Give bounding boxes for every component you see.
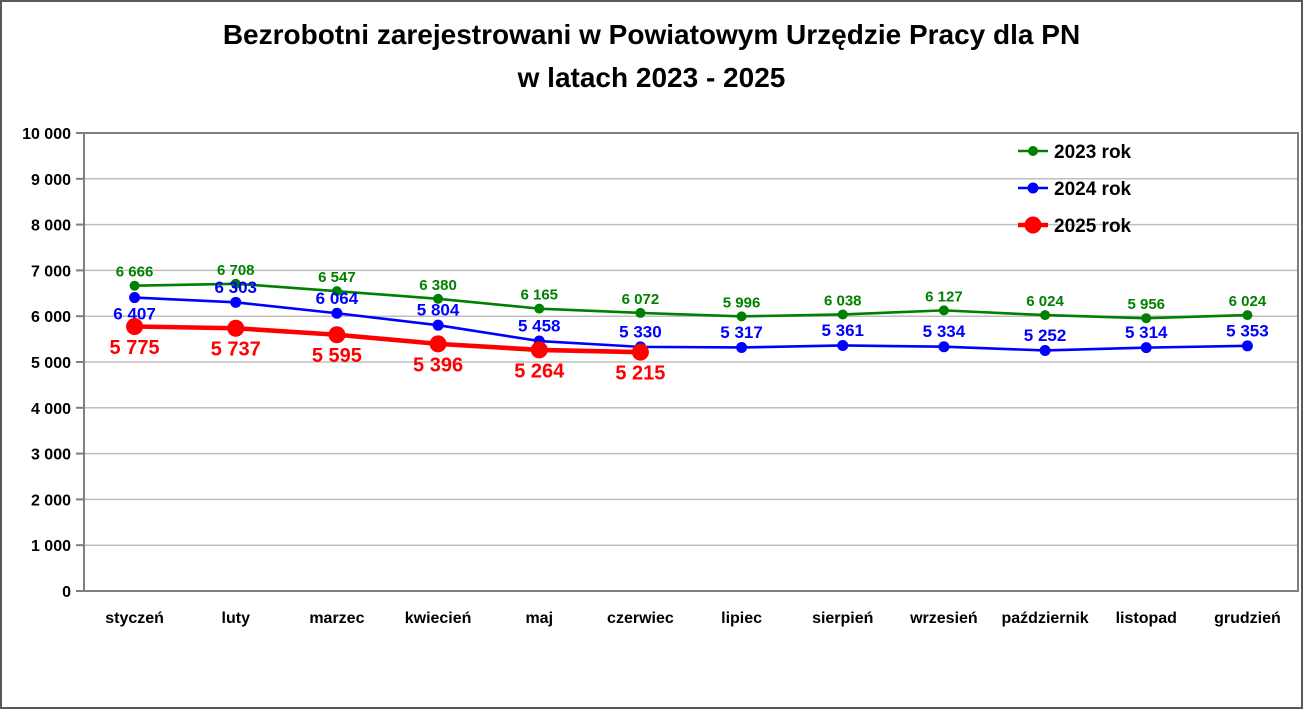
data-point-label-2023-rok: 6 165 [520,287,558,304]
x-axis-label: sierpień [812,610,873,627]
data-point-marker-2023-rok [938,305,949,316]
x-axis-label: marzec [309,610,364,627]
chart-title-line2: w latach 2023 - 2025 [517,62,786,93]
y-axis-tick-label: 4 000 [31,401,71,418]
data-point-marker-2023-rok [837,309,848,320]
y-axis-tick-label: 5 000 [31,355,71,372]
data-point-label-2023-rok: 6 072 [622,291,660,308]
data-point-label-2025-rok: 5 396 [413,354,463,376]
data-point-marker-2023-rok [1242,310,1253,321]
data-point-label-2023-rok: 6 024 [1026,293,1064,310]
x-axis-label: maj [525,610,553,627]
data-point-marker-2023-rok [331,286,342,297]
data-point-marker-2023-rok [433,293,444,304]
data-point-label-2025-rok: 5 775 [110,337,160,359]
data-point-label-2025-rok: 5 737 [211,339,261,361]
plot-border [83,132,1299,592]
data-point-label-2024-rok: 5 353 [1226,321,1269,340]
data-point-label-2025-rok: 5 215 [615,363,665,385]
data-point-marker-2023-rok [534,303,545,314]
series-line-2025-rok [132,324,643,355]
x-axis-label: wrzesień [909,610,978,627]
y-axis-tick-label: 3 000 [31,447,71,464]
x-axis-label: luty [222,610,251,627]
data-point-marker-2024-rok [736,341,748,353]
data-point-marker-2025-rok [530,341,548,359]
data-point-label-2024-rok: 6 064 [316,289,359,308]
data-point-label-2025-rok: 5 264 [514,360,565,382]
data-point-marker-2024-rok [1140,342,1152,354]
data-point-marker-2023-rok [129,280,140,291]
data-point-label-2024-rok: 5 361 [821,321,864,340]
data-point-marker-2024-rok [331,307,343,319]
data-point-marker-2025-rok [429,335,447,353]
legend-marker-2024-rok [1027,182,1039,194]
data-point-marker-2024-rok [938,341,950,353]
data-point-label-2024-rok: 5 458 [518,317,561,336]
data-point-label-2024-rok: 5 317 [720,323,763,342]
x-axis-label: grudzień [1214,610,1281,627]
legend-item-2023-rok: 2023 rok [1018,142,1132,163]
data-point-label-2023-rok: 6 024 [1229,293,1267,310]
data-point-marker-2024-rok [230,296,242,308]
data-point-marker-2025-rok [227,319,245,337]
legend-item-2025-rok: 2025 rok [1018,216,1132,237]
y-axis-tick-label: 8 000 [31,218,71,235]
data-point-label-2023-rok: 5 956 [1127,296,1165,313]
legend-item-2024-rok: 2024 rok [1018,179,1132,200]
data-point-label-2024-rok: 5 252 [1024,326,1067,345]
series-line-2023-rok [133,282,1249,320]
data-point-marker-2023-rok [1141,313,1152,324]
data-point-marker-2025-rok [631,343,649,361]
data-point-marker-2023-rok [230,278,241,289]
data-point-label-2023-rok: 6 666 [116,264,154,281]
data-point-label-2024-rok: 5 804 [417,301,460,320]
x-axis-label: listopad [1116,610,1177,627]
data-point-marker-2024-rok [1241,340,1253,352]
data-point-label-2023-rok: 6 038 [824,292,862,309]
data-point-label-2024-rok: 6 407 [113,305,156,324]
y-axis-tick-label: 6 000 [31,309,71,326]
data-point-label-2025-rok: 5 595 [312,345,362,367]
legend-label-2024-rok: 2024 rok [1054,179,1132,200]
x-axis-label: lipiec [721,610,762,627]
data-point-label-2024-rok: 5 314 [1125,323,1168,342]
data-point-label-2023-rok: 6 380 [419,277,457,294]
data-point-label-2023-rok: 6 127 [925,288,963,305]
x-axis-label: styczeń [105,610,164,627]
x-axis-label: październik [1002,610,1089,627]
y-axis-tick-label: 1 000 [31,538,71,555]
data-point-marker-2025-rok [126,318,144,336]
data-point-label-2023-rok: 6 708 [217,262,255,279]
data-point-label-2024-rok: 6 303 [214,278,257,297]
y-axis-tick-label: 0 [62,584,71,601]
series-line-2024-rok [133,296,1249,352]
data-point-marker-2024-rok [1039,344,1051,356]
data-point-marker-2023-rok [635,307,646,318]
legend-marker-2025-rok [1024,216,1042,234]
data-point-label-2024-rok: 5 334 [923,322,966,341]
chart-title-line1: Bezrobotni zarejestrowani w Powiatowym U… [222,19,1081,50]
y-axis-tick-label: 7 000 [31,263,71,280]
y-axis-tick-label: 9 000 [31,172,71,189]
x-axis-label: czerwiec [607,610,674,627]
data-point-label-2023-rok: 5 996 [723,294,761,311]
data-point-marker-2023-rok [736,311,747,322]
y-axis-tick-label: 10 000 [22,126,71,143]
legend-label-2025-rok: 2025 rok [1054,216,1132,237]
data-point-marker-2025-rok [328,326,346,344]
legend-marker-2023-rok [1028,146,1038,156]
chart-title: Bezrobotni zarejestrowani w Powiatowym U… [2,13,1301,99]
data-point-marker-2024-rok [129,292,141,304]
y-axis-tick-label: 2 000 [31,492,71,509]
data-point-marker-2024-rok [432,319,444,331]
data-point-marker-2023-rok [1040,310,1051,321]
data-point-label-2023-rok: 6 547 [318,269,356,286]
legend-label-2023-rok: 2023 rok [1054,142,1132,163]
data-point-label-2024-rok: 5 330 [619,322,662,341]
data-point-marker-2024-rok [837,339,849,351]
x-axis-label: kwiecień [405,610,472,627]
